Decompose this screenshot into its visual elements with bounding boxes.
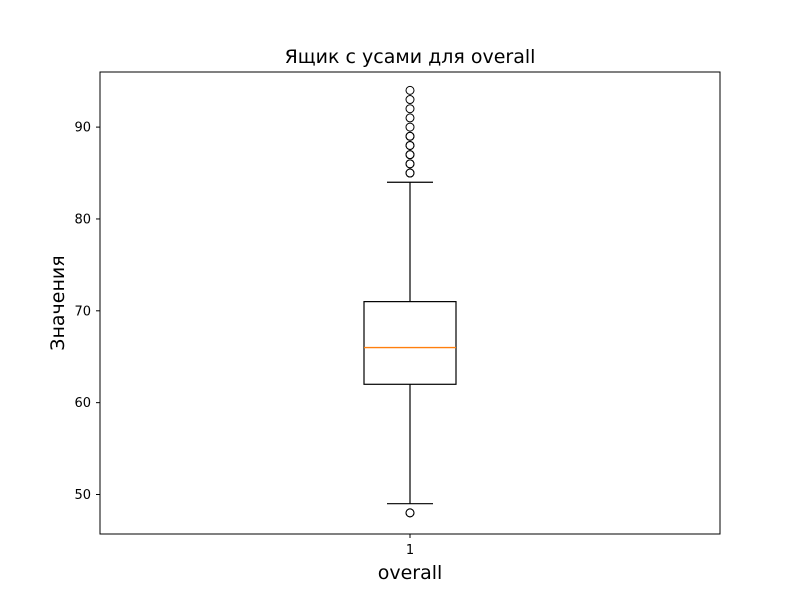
outlier-point: [405, 131, 415, 141]
y-tick-label: 90: [74, 121, 91, 136]
iqr-box: [363, 301, 457, 385]
y-tick-label: 60: [74, 396, 91, 411]
chart-title: Ящик с усами для overall: [285, 46, 536, 68]
y-tick-label: 70: [74, 304, 91, 319]
x-tick-label: 1: [406, 543, 414, 558]
y-axis: 50 60 70 80 90: [74, 121, 100, 503]
outlier-point: [405, 168, 415, 178]
outlier-point: [405, 85, 415, 95]
outlier-point: [405, 104, 415, 114]
outlier-point: [405, 159, 415, 169]
y-tick-label: 50: [74, 488, 91, 503]
outlier-point: [405, 508, 415, 518]
x-axis-label: overall: [378, 562, 443, 584]
y-tick-label: 80: [74, 212, 91, 227]
outlier-point: [405, 122, 415, 132]
outlier-point: [405, 95, 415, 105]
outlier-point: [405, 113, 415, 123]
x-axis: 1: [406, 534, 414, 558]
outlier-point: [405, 150, 415, 160]
outlier-point: [405, 140, 415, 150]
y-axis-label: Значения: [47, 255, 69, 350]
chart-marks: [363, 85, 457, 518]
